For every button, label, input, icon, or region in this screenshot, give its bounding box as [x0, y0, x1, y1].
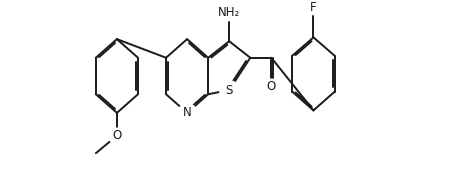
Text: S: S [226, 84, 233, 97]
Text: NH₂: NH₂ [218, 6, 240, 19]
Text: N: N [183, 106, 191, 119]
Text: F: F [310, 1, 317, 14]
Text: O: O [267, 80, 276, 93]
Text: O: O [112, 129, 121, 142]
